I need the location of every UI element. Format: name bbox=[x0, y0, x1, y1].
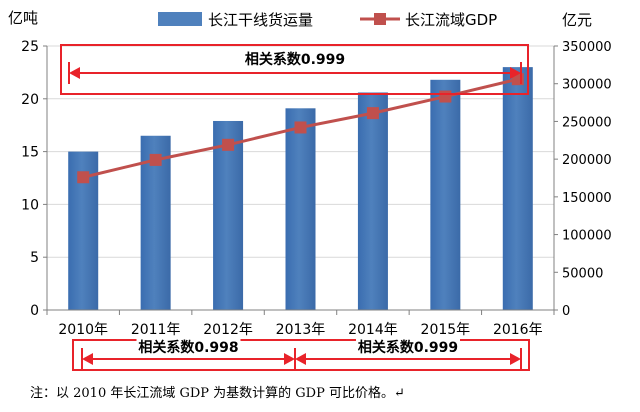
annotation-arrow-head bbox=[284, 353, 295, 365]
bar bbox=[502, 67, 533, 311]
annotation-arrow-head bbox=[69, 67, 80, 79]
correlation-annotation: 相关系数0.999 bbox=[294, 337, 522, 370]
x-tick-label: 2010年 bbox=[58, 322, 108, 338]
x-tick-label: 2011年 bbox=[131, 322, 181, 338]
annotation-label: 相关系数0.999 bbox=[358, 339, 458, 356]
bars bbox=[68, 67, 533, 311]
annotation-label-bg bbox=[243, 49, 347, 70]
y-right-tick-label: 300000 bbox=[562, 78, 612, 93]
bar bbox=[285, 108, 316, 310]
y-left-tick-label: 15 bbox=[21, 145, 39, 161]
y-right-tick-label: 50000 bbox=[562, 266, 603, 281]
y-left-tick-label: 5 bbox=[30, 250, 39, 266]
y-right-tick-label: 350000 bbox=[562, 40, 612, 55]
y-right-tick-label: 200000 bbox=[562, 153, 612, 168]
x-tick-label: 2013年 bbox=[276, 322, 326, 338]
y-left-tick-label: 0 bbox=[30, 303, 39, 319]
y-right-tick-label: 250000 bbox=[562, 115, 612, 130]
annotation-label: 相关系数0.999 bbox=[245, 51, 345, 68]
bar bbox=[213, 120, 244, 310]
annotation-arrow-head bbox=[510, 67, 521, 79]
axes: 0 5 10 15 20 25 0 50000 100000 150000 200000 250000… bbox=[8, 9, 612, 338]
y-right-tick-label: 0 bbox=[562, 304, 570, 319]
bar bbox=[357, 92, 388, 311]
gdp-point bbox=[294, 121, 307, 134]
legend-bar-swatch bbox=[158, 12, 202, 26]
footnote: 注：以 2010 年长江流域 GDP 为基数计算的 GDP 可比价格。↵ bbox=[30, 386, 405, 401]
x-tick-label: 2016年 bbox=[493, 322, 543, 338]
y-left-unit-label: 亿吨 bbox=[8, 9, 38, 27]
annotations: 相关系数0.999 相关系数0.998 相关系数0.999 bbox=[60, 44, 530, 371]
bar bbox=[430, 79, 461, 311]
annotation-label-bg bbox=[136, 337, 241, 358]
annotation-label-bg bbox=[356, 337, 460, 358]
correlation-annotation: 相关系数0.998 bbox=[81, 337, 296, 370]
correlation-annotation: 相关系数0.999 bbox=[68, 49, 522, 84]
x-tick-label: 2014年 bbox=[348, 322, 398, 338]
legend-line-label: 长江流域GDP bbox=[405, 11, 497, 29]
legend: 长江干线货运量 长江流域GDP bbox=[158, 11, 497, 29]
annotation-frame-bottom bbox=[72, 339, 530, 371]
y-left-tick-label: 20 bbox=[21, 92, 39, 108]
annotation-arrow-head bbox=[295, 353, 306, 365]
y-left-tick-label: 25 bbox=[21, 39, 39, 55]
x-tick-label: 2015年 bbox=[421, 322, 471, 338]
y-right-unit-label: 亿元 bbox=[562, 11, 592, 29]
legend-bar-label: 长江干线货运量 bbox=[208, 11, 313, 29]
gdp-point bbox=[149, 153, 162, 166]
annotation-frame-top bbox=[60, 44, 529, 95]
y-right-tick-label: 100000 bbox=[562, 229, 612, 244]
gdp-point bbox=[77, 171, 90, 184]
annotation-label: 相关系数0.998 bbox=[138, 339, 238, 356]
annotation-arrow-head bbox=[82, 353, 93, 365]
gdp-point bbox=[439, 90, 452, 103]
gdp-point bbox=[222, 138, 235, 151]
annotation-arrow-head bbox=[510, 353, 521, 365]
y-left-tick-label: 10 bbox=[21, 197, 39, 213]
legend-line-marker bbox=[374, 13, 386, 25]
x-tick-label: 2012年 bbox=[203, 322, 253, 338]
gdp-point bbox=[366, 107, 379, 120]
y-right-tick-label: 150000 bbox=[562, 191, 612, 206]
